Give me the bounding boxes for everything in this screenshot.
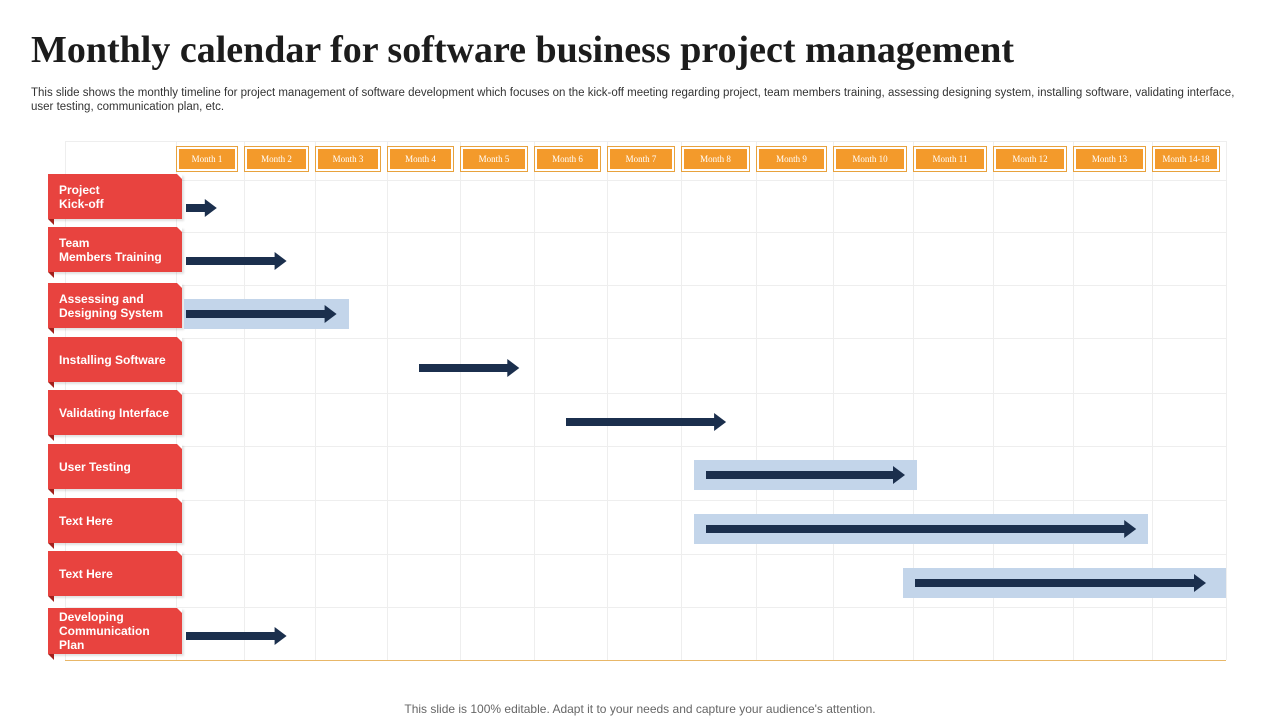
grid-line (993, 141, 994, 660)
month-header-label: Month 5 (463, 149, 525, 169)
task-bar-arrow (186, 304, 337, 323)
month-header: Month 3 (315, 146, 381, 172)
arrow-shape (915, 573, 1206, 592)
task-label-text: Team Members Training (59, 235, 162, 264)
task-bar-arrow (706, 520, 1137, 538)
month-header-label: Month 7 (610, 149, 672, 169)
arrow-shape (565, 412, 726, 431)
task-bar-arrow (565, 412, 726, 431)
arrow-shape (418, 358, 520, 377)
task-label: User Testing (48, 444, 182, 495)
timeline-baseline (65, 660, 1226, 661)
grid-line (244, 141, 245, 660)
month-header: Month 5 (460, 146, 528, 172)
grid-line (65, 500, 1226, 501)
month-header-label: Month 13 (1076, 149, 1143, 169)
month-header-label: Month 4 (390, 149, 451, 169)
month-header-label: Month 14-18 (1155, 149, 1217, 169)
month-header-label: Month 11 (916, 149, 984, 169)
task-label-text: Developing Communication Plan (59, 610, 150, 652)
slide-description: This slide shows the monthly timeline fo… (31, 87, 1235, 113)
month-header: Month 11 (913, 146, 987, 172)
task-bar-arrow (186, 199, 217, 217)
slide-title: Monthly calendar for software business p… (31, 29, 1015, 71)
arrow-shape (186, 626, 287, 645)
grid-line (1226, 141, 1227, 660)
month-header: Month 10 (833, 146, 907, 172)
grid-line (315, 141, 316, 660)
grid-line (65, 232, 1226, 233)
task-label-text: User Testing (59, 459, 131, 474)
grid-line (65, 393, 1226, 394)
arrow-shape (706, 520, 1137, 538)
month-header-label: Month 9 (759, 149, 824, 169)
month-header: Month 13 (1073, 146, 1146, 172)
task-label: Project Kick-off (48, 174, 182, 225)
slide-footer: This slide is 100% editable. Adapt it to… (404, 702, 876, 716)
grid-line (65, 141, 1226, 142)
task-label-text: Text Here (59, 566, 113, 581)
grid-line (65, 607, 1226, 608)
task-label: Installing Software (48, 337, 182, 388)
month-header: Month 4 (387, 146, 454, 172)
grid-line (65, 180, 1226, 181)
month-header-label: Month 6 (537, 149, 598, 169)
task-bar-arrow (418, 358, 520, 377)
month-header: Month 6 (534, 146, 601, 172)
month-header: Month 8 (681, 146, 750, 172)
month-header: Month 9 (756, 146, 827, 172)
grid-line (1152, 141, 1153, 660)
task-label-text: Assessing and Designing System (59, 291, 164, 320)
grid-line (460, 141, 461, 660)
grid-line (756, 141, 757, 660)
arrow-shape (186, 251, 287, 270)
task-label-text: Installing Software (59, 352, 166, 367)
arrow-shape (186, 304, 337, 323)
task-bar-arrow (706, 466, 905, 484)
month-header: Month 2 (244, 146, 309, 172)
task-label-text: Text Here (59, 513, 113, 528)
grid-line (607, 141, 608, 660)
task-label-text: Project Kick-off (59, 182, 104, 211)
month-header: Month 1 (176, 146, 238, 172)
task-label: Text Here (48, 551, 182, 602)
grid-line (65, 285, 1226, 286)
task-bar-arrow (915, 573, 1206, 592)
task-label: Validating Interface (48, 390, 182, 441)
task-label: Team Members Training (48, 227, 182, 278)
grid-line (913, 141, 914, 660)
grid-line (65, 554, 1226, 555)
grid-line (534, 141, 535, 660)
task-label: Developing Communication Plan (48, 608, 182, 660)
month-header: Month 7 (607, 146, 675, 172)
month-header-label: Month 1 (179, 149, 235, 169)
grid-line (681, 141, 682, 660)
grid-line (65, 338, 1226, 339)
arrow-shape (706, 466, 905, 484)
grid-line (833, 141, 834, 660)
month-header-label: Month 12 (996, 149, 1064, 169)
grid-line (387, 141, 388, 660)
task-label-text: Validating Interface (59, 405, 170, 420)
task-bar-arrow (186, 626, 287, 645)
arrow-shape (186, 199, 217, 217)
task-label: Assessing and Designing System (48, 283, 182, 334)
task-label: Text Here (48, 498, 182, 549)
task-bar-arrow (186, 251, 287, 270)
grid-line (1073, 141, 1074, 660)
month-header-label: Month 8 (684, 149, 747, 169)
month-header: Month 14-18 (1152, 146, 1220, 172)
month-header-label: Month 2 (247, 149, 306, 169)
grid-line (65, 446, 1226, 447)
month-header: Month 12 (993, 146, 1067, 172)
month-header-label: Month 10 (836, 149, 904, 169)
month-header-label: Month 3 (318, 149, 378, 169)
